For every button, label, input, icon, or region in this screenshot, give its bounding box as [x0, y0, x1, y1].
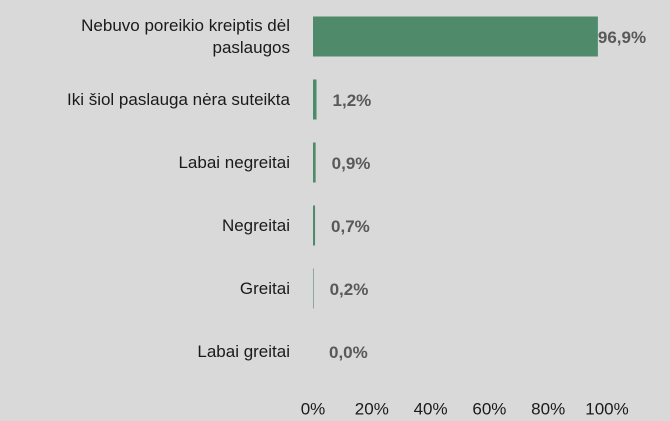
- x-tick-label: 0%: [301, 399, 326, 418]
- bar: [313, 16, 598, 57]
- category-label: Nebuvo poreikio kreiptis dėl paslaugos: [81, 15, 290, 57]
- category-label: Labai greitai: [197, 341, 290, 361]
- value-label: 0,7%: [331, 217, 370, 236]
- value-label: 96,9%: [598, 28, 646, 47]
- x-tick-label: 40%: [414, 399, 448, 418]
- value-label: 0,9%: [332, 154, 371, 173]
- category-label: Greitai: [239, 278, 290, 298]
- x-tick-label: 80%: [531, 399, 565, 418]
- bar: [313, 205, 316, 246]
- value-label: 0,2%: [330, 280, 369, 299]
- category-label: Labai negreitai: [178, 152, 290, 172]
- bar: [313, 79, 317, 120]
- x-tick-label: 20%: [355, 399, 389, 418]
- bar: [313, 142, 316, 183]
- x-tick-label: 100%: [585, 399, 628, 418]
- category-label: Iki šiol paslauga nėra suteikta: [66, 89, 290, 109]
- value-label: 0,0%: [329, 343, 368, 362]
- category-label: Negreitai: [221, 215, 290, 235]
- x-tick-label: 60%: [472, 399, 506, 418]
- bar: [313, 268, 314, 309]
- value-label: 1,2%: [333, 91, 372, 110]
